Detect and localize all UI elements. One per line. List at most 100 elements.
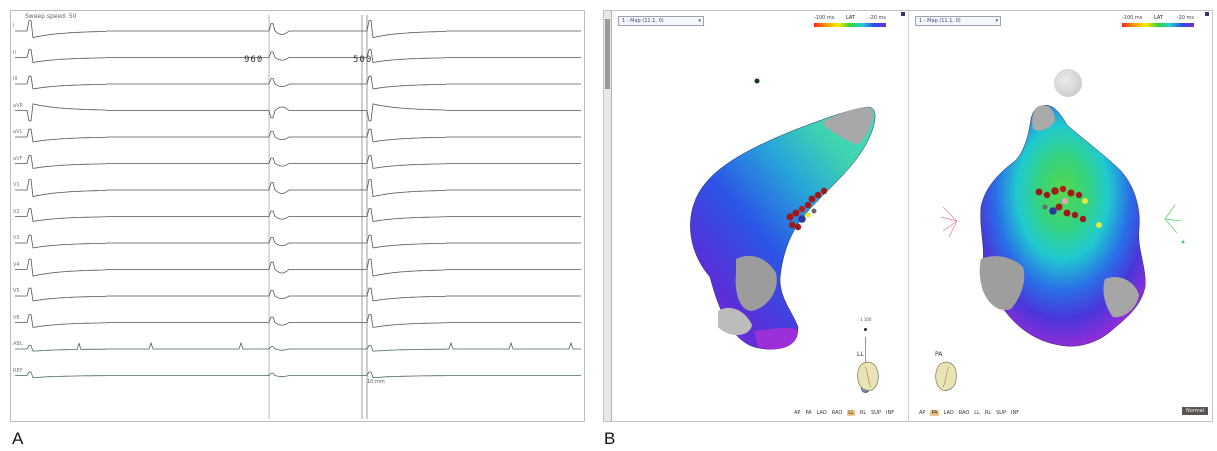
view-button-pa[interactable]: PA	[805, 410, 812, 416]
ecg-header-text: Sweep speed: 50	[25, 13, 77, 20]
view-button-ll[interactable]: LL	[974, 410, 980, 416]
electroanatomic-mapping-window: 1 - Map (11.1, 0) ▾ -100 ms LAT -20 ms 1 …	[603, 10, 1213, 422]
map-selector-left[interactable]: 1 - Map (11.1, 0) ▾	[618, 16, 704, 26]
ecg-trace-ref	[15, 371, 581, 379]
interval-label-1: 960	[244, 55, 264, 65]
view-button-sup[interactable]: SUP	[996, 410, 1006, 416]
view-button-ap[interactable]: AP	[919, 410, 926, 416]
slider-stop	[864, 328, 868, 331]
ecg-lead-label: V3	[13, 235, 20, 241]
ecg-lead-label: REF	[13, 367, 23, 374]
ecg-trace-avl	[15, 128, 581, 143]
ecg-trace-avr	[15, 103, 581, 122]
ecg-tracings-canvas	[15, 15, 581, 419]
ecg-trace-v3	[15, 234, 581, 249]
ecg-lead-label: II	[13, 49, 16, 56]
scar-region-right	[1103, 276, 1139, 318]
view-button-rl[interactable]: RL	[859, 410, 867, 416]
scar-region-low	[735, 255, 777, 311]
scar-region-left	[979, 256, 1025, 311]
view-pin-icon[interactable]	[901, 12, 905, 16]
view-pin-icon[interactable]	[1205, 12, 1209, 16]
ecg-trace-abl	[15, 341, 581, 352]
lat-colorbar-left: -100 ms LAT -20 ms	[814, 15, 886, 35]
ablation-lesion-cluster	[786, 187, 828, 231]
ecg-tracings-panel: Sweep speed: 50 960 500 10 mm I II III aVR a…	[10, 10, 585, 422]
view-button-rao[interactable]: RAO	[831, 410, 843, 416]
scrollbar-thumb[interactable]	[605, 19, 610, 89]
colorbar-max-label: -20 ms	[868, 15, 886, 21]
lat-colorbar-right: -100 ms LAT -20 ms	[1122, 15, 1194, 35]
view-button-ll[interactable]: LL	[847, 410, 855, 416]
scar-region-top	[822, 107, 873, 145]
early-activation-region	[754, 327, 798, 350]
slider-tick-top: 1 100	[860, 317, 872, 322]
ecg-trace-v6	[15, 314, 581, 328]
left-pv-needle-tuft	[940, 206, 958, 238]
lat-activation-map-left-lateral[interactable]	[612, 11, 908, 421]
ablation-lesion-cluster-pa	[1035, 185, 1102, 228]
orientation-label-left: LL	[857, 351, 864, 358]
view-buttons-right: AP PA LAO RAO LL RL SUP INF	[919, 410, 1019, 416]
view-button-inf[interactable]: INF	[885, 410, 895, 416]
lat-color-scale	[814, 23, 886, 27]
ecg-lead-label: V4	[13, 261, 20, 268]
ecg-trace-v2	[15, 208, 581, 222]
ecg-lead-label: V1	[13, 182, 20, 188]
scar-region-appendage	[1032, 105, 1055, 131]
colorbar-title: LAT	[1154, 15, 1163, 21]
panel-label-b: B	[604, 429, 616, 448]
scar-region-bottom	[718, 307, 752, 336]
ecg-lead-label: III	[13, 76, 18, 82]
ecg-lead-label: V2	[13, 208, 20, 215]
ecg-lead-label: aVL	[13, 129, 23, 135]
ecg-trace-ii	[15, 49, 581, 63]
vertical-scrollbar[interactable]	[604, 11, 612, 421]
lat-activation-map-posteroanterior[interactable]	[909, 11, 1212, 421]
view-button-inf[interactable]: INF	[1010, 410, 1020, 416]
ecg-trace-i	[15, 20, 581, 39]
colorbar-max-label: -20 ms	[1176, 15, 1194, 21]
chevron-down-icon: ▾	[995, 18, 998, 24]
ecg-trace-iii	[15, 75, 581, 90]
map-selector-right[interactable]: 1 - Map (11.1, 0) ▾	[915, 16, 1001, 26]
chevron-down-icon: ▾	[698, 18, 701, 24]
map-selector-right-label: 1 - Map (11.1, 0)	[919, 18, 961, 24]
colorbar-title: LAT	[846, 15, 855, 21]
ecg-trace-v5	[15, 287, 581, 302]
map-viewport-right[interactable]: 1 - Map (11.1, 0) ▾ -100 ms LAT -20 ms PA…	[909, 11, 1212, 421]
slider-track	[865, 337, 867, 363]
view-button-ap[interactable]: AP	[794, 410, 801, 416]
ecg-trace-avf	[15, 155, 581, 169]
view-button-rao[interactable]: RAO	[958, 410, 970, 416]
lat-color-scale	[1122, 23, 1194, 27]
map-selector-left-label: 1 - Map (11.1, 0)	[622, 18, 664, 24]
heart-torso-icon	[857, 361, 879, 391]
view-button-lao[interactable]: LAO	[943, 410, 954, 416]
catheter-tip-marker	[754, 78, 760, 84]
right-pv-needle-tuft	[1164, 204, 1185, 244]
view-buttons-left: AP PA LAO RAO LL RL SUP INF	[794, 410, 894, 416]
ecg-lead-label: aVR	[13, 102, 23, 109]
heart-torso-icon	[935, 361, 957, 391]
ecg-lead-label: I	[13, 23, 15, 29]
ecg-scale-label: 10 mm	[367, 379, 385, 385]
view-button-rl[interactable]: RL	[984, 410, 992, 416]
ecg-lead-label: ABL	[13, 341, 23, 347]
ecg-lead-label: V6	[13, 314, 20, 321]
view-button-sup[interactable]: SUP	[871, 410, 881, 416]
normal-mode-button[interactable]: Normal	[1182, 407, 1208, 415]
colorbar-min-label: -100 ms	[1122, 15, 1143, 21]
catheter-sphere	[1054, 69, 1082, 97]
map-viewport-left[interactable]: 1 - Map (11.1, 0) ▾ -100 ms LAT -20 ms 1 …	[612, 11, 909, 421]
panel-label-a: A	[12, 429, 24, 448]
view-button-lao[interactable]: LAO	[816, 410, 827, 416]
view-button-pa[interactable]: PA	[930, 410, 939, 416]
interval-label-2: 500	[353, 55, 373, 65]
colorbar-min-label: -100 ms	[814, 15, 835, 21]
orientation-label-right: PA	[935, 351, 943, 358]
ecg-trace-v4	[15, 258, 581, 277]
ecg-lead-label: V5	[13, 288, 20, 294]
ecg-lead-label: aVF	[13, 155, 23, 162]
ecg-trace-v1	[15, 179, 581, 198]
